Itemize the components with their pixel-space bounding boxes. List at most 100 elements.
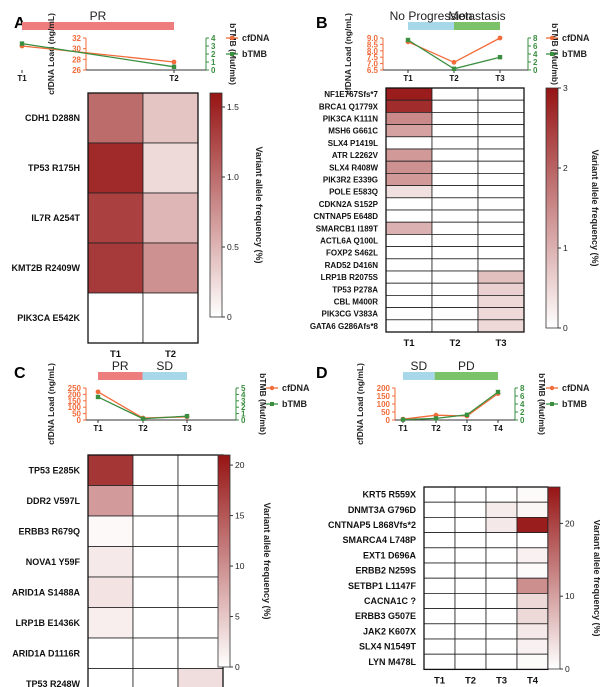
btmb-tick-label: 0 xyxy=(533,66,538,75)
row-label: CNTNAP5 E648D xyxy=(314,212,379,221)
cfdna-line xyxy=(402,393,499,420)
legend-btmb-marker xyxy=(230,52,234,56)
colorbar-tick-label: 1 xyxy=(563,243,568,253)
phase-band xyxy=(98,372,143,380)
btmb-tick-label: 1 xyxy=(211,58,216,67)
heatmap-cell xyxy=(177,546,224,578)
heatmap-cell xyxy=(477,282,525,296)
row-label: MSH6 G661C xyxy=(328,127,378,136)
heatmap-cell xyxy=(485,486,518,503)
heatmap-cell xyxy=(132,576,179,608)
btmb-tick-label: 0 xyxy=(520,416,525,425)
heatmap-cell xyxy=(477,319,525,333)
heatmap-cell xyxy=(477,233,525,247)
cfdna-tick-label: 100 xyxy=(68,403,82,412)
row-label: NOVA1 Y59F xyxy=(26,557,81,567)
legend-btmb-label: bTMB xyxy=(242,49,267,59)
x-tick-label: T3 xyxy=(462,424,472,433)
btmb-point xyxy=(405,37,411,43)
heatmap-cell xyxy=(385,197,433,211)
btmb-tick-label: 1 xyxy=(241,410,246,419)
heatmap-cell xyxy=(423,577,456,594)
row-label: TP53 R248W xyxy=(26,679,81,687)
heatmap: NF1E767Sfs*7 BRCA1 Q1779X PIK3CA K111N MSH6… xyxy=(310,87,525,349)
colorbar-tick-label: 0 xyxy=(563,323,568,333)
btmb-line xyxy=(402,391,499,421)
row-label: NF1E767Sfs*7 xyxy=(324,90,378,99)
btmb-tick-label: 8 xyxy=(533,34,538,43)
row-label: DNMT3A G796D xyxy=(348,505,417,515)
heatmap-cell xyxy=(142,292,199,344)
row-label: CDH1 D288N xyxy=(25,113,80,123)
heatmap-cell xyxy=(431,99,479,113)
row-label: PIK3R2 E339G xyxy=(323,176,378,185)
legend-btmb-marker xyxy=(550,52,554,56)
btmb-point xyxy=(19,41,25,46)
cfdna-line xyxy=(97,391,188,419)
row-label: JAK2 K607X xyxy=(363,626,416,636)
heatmap-cell xyxy=(477,258,525,272)
heatmap-cell xyxy=(87,242,144,294)
btmb-point xyxy=(140,416,146,421)
cfdna-tick-label: 150 xyxy=(68,397,82,406)
x-tick-label: T1 xyxy=(398,424,408,433)
btmb-tick-label: 4 xyxy=(211,34,216,43)
cfdna-tick-label: 200 xyxy=(377,384,391,393)
panel-letter: D xyxy=(316,365,328,382)
phase-label: Metastasis xyxy=(448,9,505,23)
heatmap-cell xyxy=(454,486,487,503)
legend-cfdna-marker xyxy=(549,385,555,391)
colorbar-label: Variant allele frequency (%) xyxy=(262,502,272,619)
cfdna-tick-label: 8.0 xyxy=(367,47,379,56)
heatmap-cell xyxy=(385,294,433,308)
row-label: SMARCB1 I189T xyxy=(316,224,378,233)
btmb-tick-label: 8 xyxy=(520,384,525,393)
col-label: T3 xyxy=(495,338,506,349)
heatmap-cell xyxy=(87,668,134,687)
phase-label: No Progression xyxy=(390,9,473,23)
heatmap-cell xyxy=(516,517,549,534)
colorbar-tick-label: 0 xyxy=(227,312,232,322)
colorbar-label: Variant allele frequency (%) xyxy=(254,146,264,263)
row-label: SLX4 R408W xyxy=(329,163,378,172)
row-label: TP53 P278A xyxy=(332,285,378,294)
phase-label: SD xyxy=(410,359,427,373)
heatmap-cell xyxy=(132,485,179,517)
heatmap-cell xyxy=(423,623,456,640)
heatmap-cell xyxy=(431,87,479,101)
heatmap-cell xyxy=(454,608,487,625)
heatmap-cell xyxy=(177,485,224,517)
heatmap-cell xyxy=(516,623,549,640)
heatmap-cell xyxy=(431,172,479,186)
heatmap-cell xyxy=(516,638,549,655)
btmb-tick-label: 0 xyxy=(211,66,216,75)
row-label: PIK3CA E542K xyxy=(17,313,80,323)
heatmap-cell xyxy=(485,653,518,670)
heatmap-cell xyxy=(454,577,487,594)
row-label: SLX4 N1549T xyxy=(359,642,417,652)
heatmap-cell xyxy=(423,532,456,549)
btmb-tick-label: 2 xyxy=(211,50,216,59)
phase-label: PR xyxy=(90,9,107,23)
phase-band xyxy=(434,372,498,380)
row-label: CBL M400R xyxy=(334,298,379,307)
btmb-point xyxy=(464,412,470,417)
heatmap-cell xyxy=(423,517,456,534)
row-label: KRT5 R559X xyxy=(362,490,416,500)
heatmap-cell xyxy=(87,92,144,144)
cfdna-tick-label: 30 xyxy=(72,45,81,54)
legend-cfdna-label: cfDNA xyxy=(562,383,590,393)
heatmap-cell xyxy=(485,608,518,625)
cfdna-tick-label: 0 xyxy=(77,416,82,425)
btmb-point xyxy=(184,413,190,419)
heatmap-cell xyxy=(385,246,433,260)
cfdna-point xyxy=(171,59,177,65)
heatmap-cell xyxy=(87,292,144,344)
legend-btmb-marker xyxy=(270,402,274,406)
colorbar xyxy=(547,486,561,670)
cfdna-point xyxy=(451,59,457,65)
